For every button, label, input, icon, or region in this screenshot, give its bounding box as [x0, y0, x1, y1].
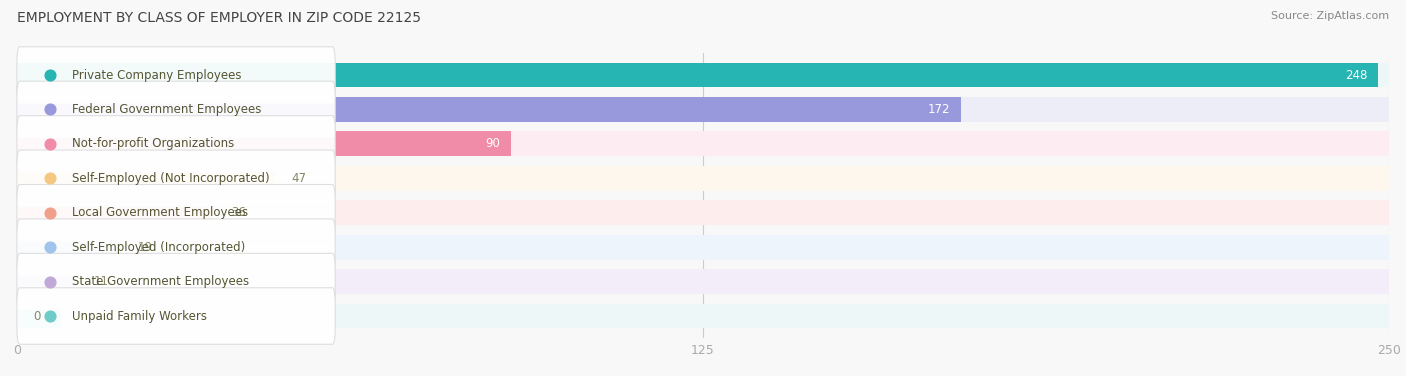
Text: 0: 0 — [34, 309, 41, 323]
Bar — [17, 166, 1389, 191]
FancyBboxPatch shape — [17, 288, 335, 344]
Bar — [17, 166, 274, 191]
Text: Self-Employed (Incorporated): Self-Employed (Incorporated) — [72, 241, 245, 254]
Text: Self-Employed (Not Incorporated): Self-Employed (Not Incorporated) — [72, 172, 270, 185]
Bar — [17, 97, 1389, 122]
Bar — [17, 304, 60, 328]
Bar — [17, 200, 215, 225]
Text: Federal Government Employees: Federal Government Employees — [72, 103, 262, 116]
Point — [38, 141, 60, 147]
Point — [38, 106, 60, 112]
Bar — [17, 97, 960, 122]
Point — [38, 72, 60, 78]
FancyBboxPatch shape — [17, 253, 335, 310]
Bar — [17, 269, 77, 294]
Text: State Government Employees: State Government Employees — [72, 275, 249, 288]
Bar — [17, 63, 1378, 87]
Text: Private Company Employees: Private Company Employees — [72, 68, 242, 82]
Point — [38, 210, 60, 216]
Text: Not-for-profit Organizations: Not-for-profit Organizations — [72, 137, 233, 150]
Point — [38, 244, 60, 250]
Bar — [17, 304, 1389, 328]
Point — [38, 313, 60, 319]
Text: 19: 19 — [138, 241, 153, 254]
Point — [38, 279, 60, 285]
Point — [38, 175, 60, 181]
FancyBboxPatch shape — [17, 116, 335, 172]
Text: EMPLOYMENT BY CLASS OF EMPLOYER IN ZIP CODE 22125: EMPLOYMENT BY CLASS OF EMPLOYER IN ZIP C… — [17, 11, 420, 25]
Text: 47: 47 — [291, 172, 307, 185]
Text: 248: 248 — [1344, 68, 1367, 82]
FancyBboxPatch shape — [17, 47, 335, 103]
Text: Local Government Employees: Local Government Employees — [72, 206, 247, 219]
Text: Unpaid Family Workers: Unpaid Family Workers — [72, 309, 207, 323]
Text: 172: 172 — [928, 103, 950, 116]
FancyBboxPatch shape — [17, 81, 335, 138]
Bar — [17, 132, 1389, 156]
Text: 36: 36 — [231, 206, 246, 219]
Bar — [17, 200, 1389, 225]
Bar — [17, 235, 1389, 259]
FancyBboxPatch shape — [17, 185, 335, 241]
Text: 90: 90 — [485, 137, 501, 150]
Bar — [17, 63, 1389, 87]
Bar — [17, 132, 510, 156]
Text: 11: 11 — [94, 275, 108, 288]
FancyBboxPatch shape — [17, 150, 335, 206]
Bar — [17, 269, 1389, 294]
Bar — [17, 235, 121, 259]
Text: Source: ZipAtlas.com: Source: ZipAtlas.com — [1271, 11, 1389, 21]
FancyBboxPatch shape — [17, 219, 335, 275]
